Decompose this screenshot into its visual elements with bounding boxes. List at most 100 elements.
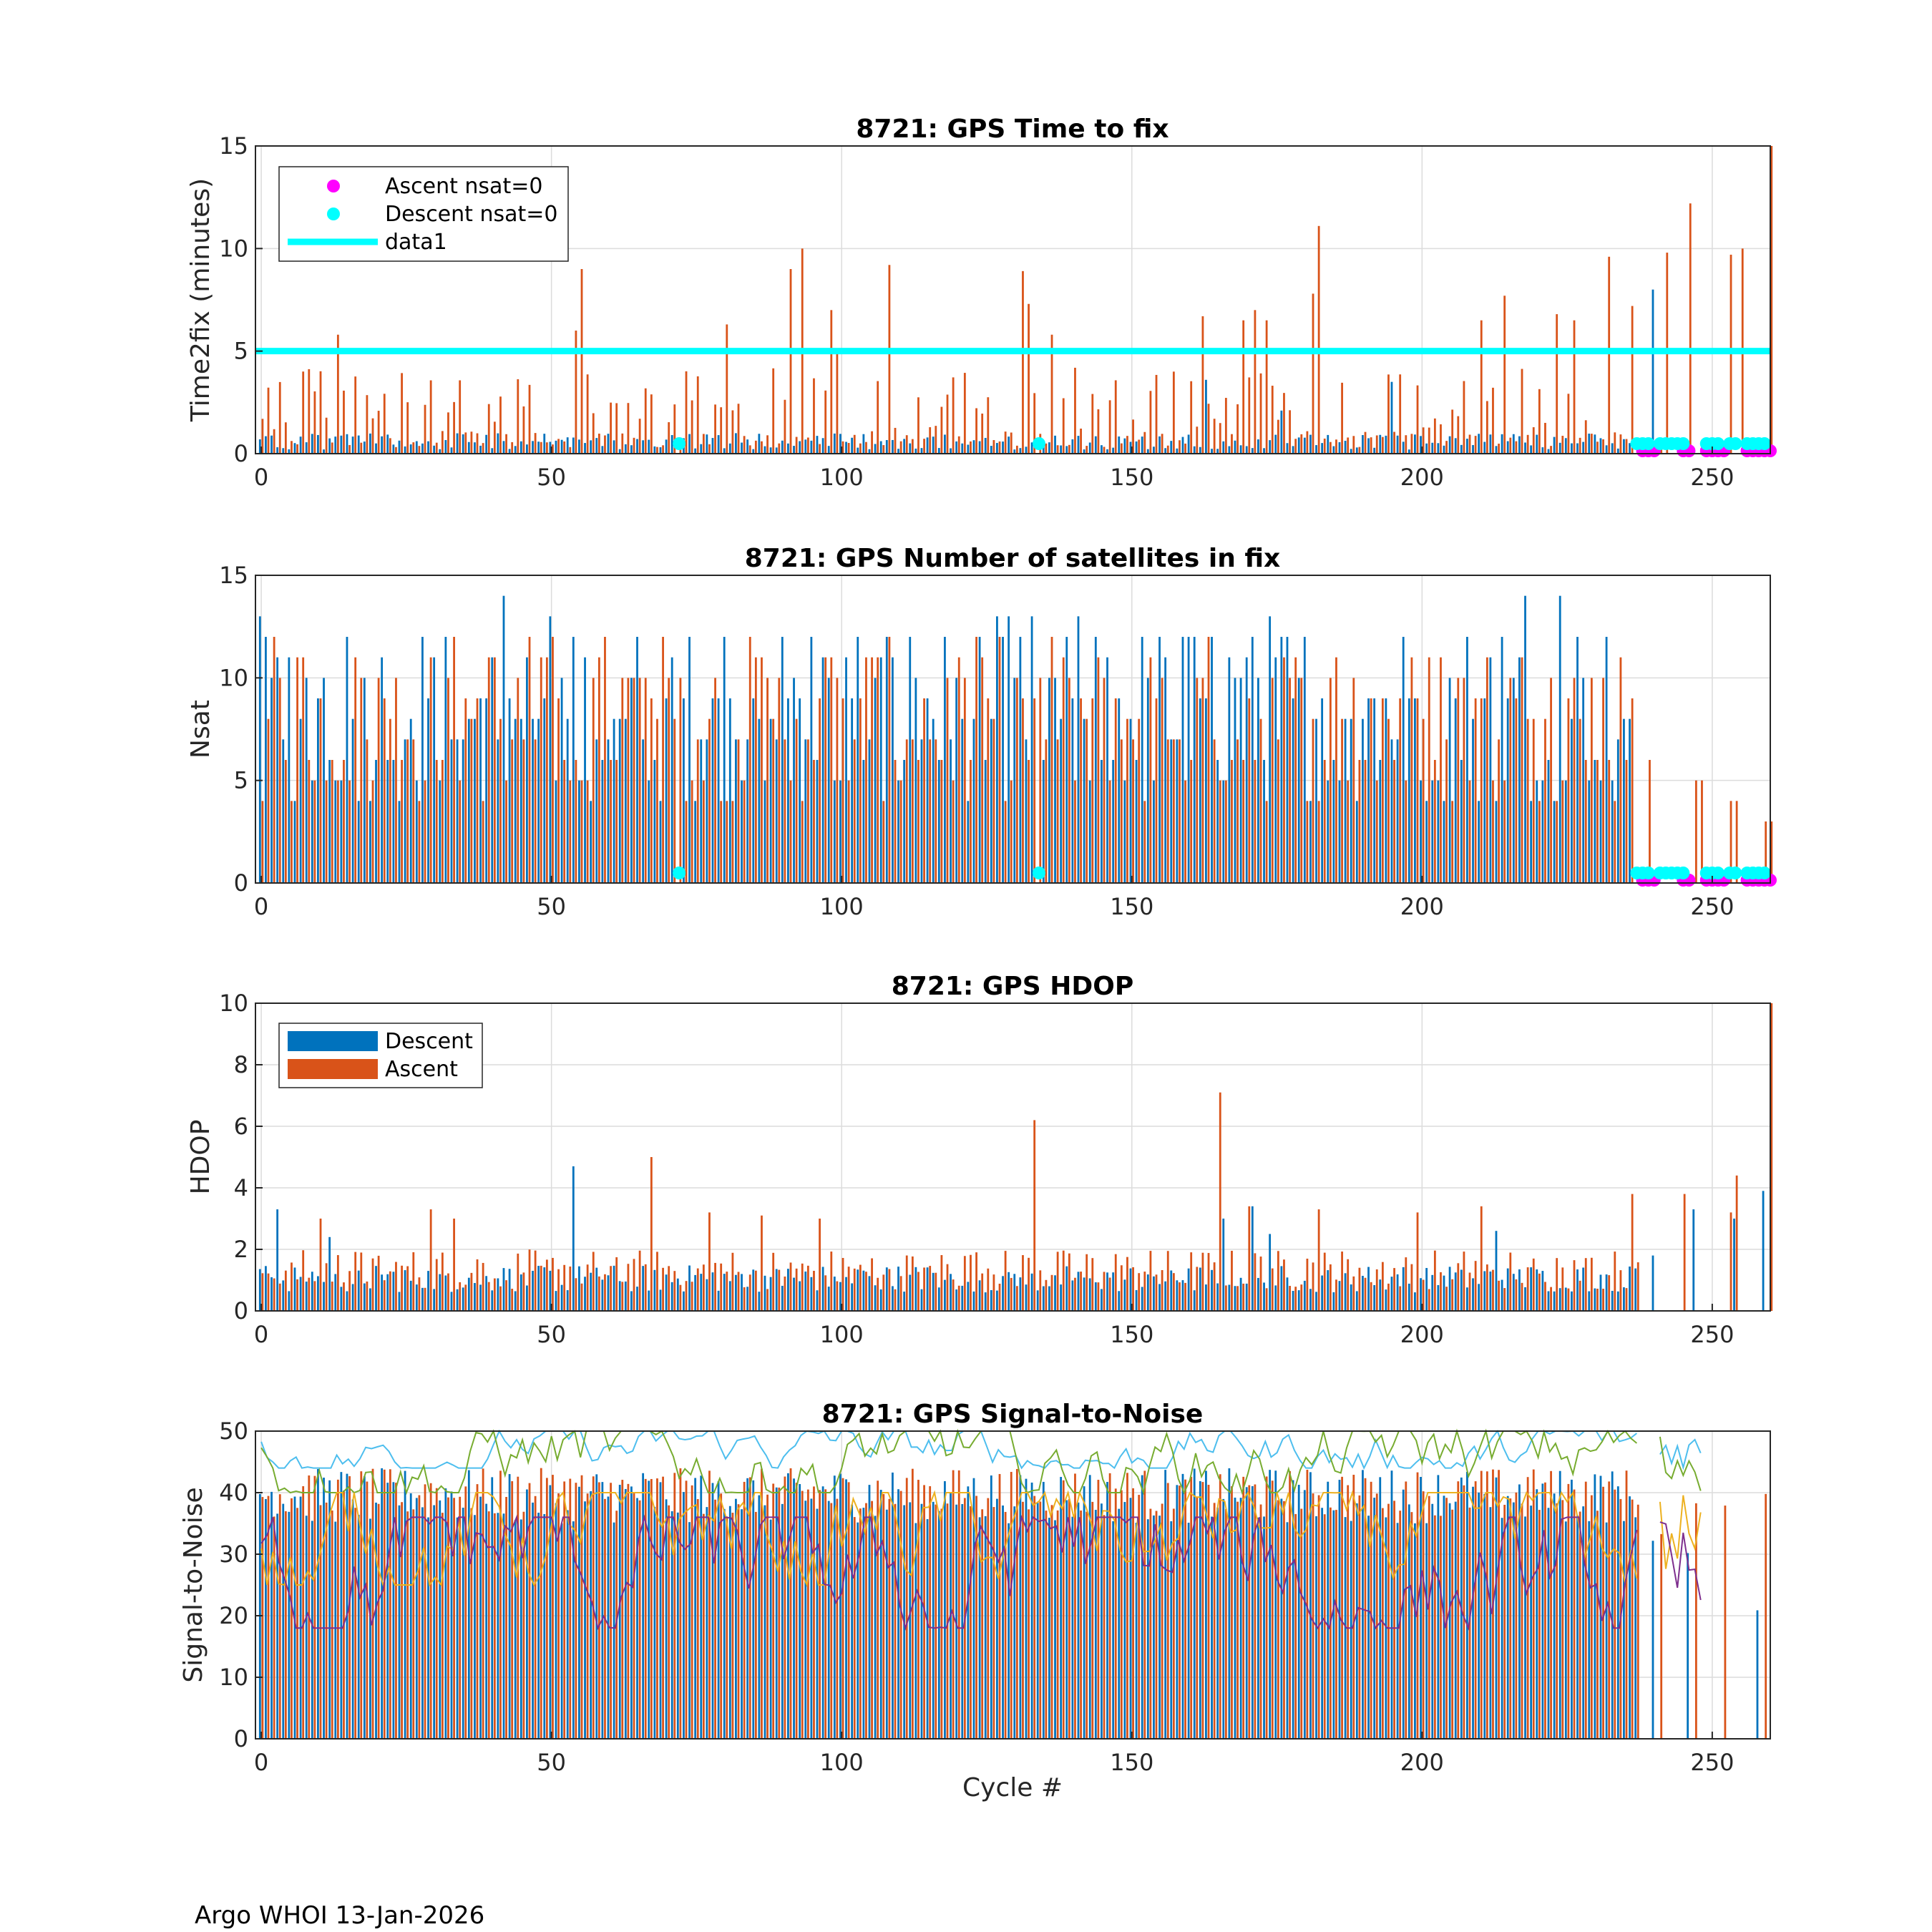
bar-descent xyxy=(265,436,267,454)
x-tick-label: 150 xyxy=(1110,893,1153,920)
bar-ascent xyxy=(302,1485,305,1739)
bar-descent xyxy=(1146,1519,1149,1739)
bar-ascent xyxy=(1485,401,1488,454)
bar-descent xyxy=(1048,678,1050,883)
bar-ascent xyxy=(522,406,525,454)
bar-ascent xyxy=(685,1480,688,1739)
bar-ascent xyxy=(824,1489,827,1739)
bar-ascent xyxy=(1538,801,1541,883)
bar-ascent xyxy=(1190,381,1193,454)
bar-descent xyxy=(950,1274,952,1311)
bar-ascent xyxy=(313,1475,316,1739)
bar-ascent xyxy=(1184,780,1186,883)
bar-descent xyxy=(433,445,436,454)
bar-descent xyxy=(508,449,511,454)
bar-descent xyxy=(914,678,917,883)
bar-descent xyxy=(1338,780,1341,883)
bar-descent xyxy=(1071,698,1074,883)
bar-descent xyxy=(590,1491,592,1739)
bar-ascent xyxy=(1231,1486,1233,1739)
bar-descent xyxy=(601,1279,604,1311)
bar-descent xyxy=(1379,1279,1382,1311)
bar-ascent xyxy=(1474,436,1477,454)
bar-ascent xyxy=(1445,1498,1448,1739)
bar-ascent xyxy=(534,433,537,454)
bar-ascent xyxy=(1422,718,1425,883)
bar-ascent xyxy=(1103,1272,1106,1311)
bar-ascent xyxy=(459,380,462,454)
bar-descent xyxy=(1582,1267,1585,1311)
bar-ascent xyxy=(691,1485,693,1739)
bar-descent xyxy=(1564,780,1567,883)
bar-ascent xyxy=(1352,436,1355,454)
descent-nsat0-marker xyxy=(1033,437,1045,450)
bar-descent xyxy=(474,1515,476,1739)
bar-descent xyxy=(1199,447,1201,454)
bar-ascent xyxy=(1556,801,1558,883)
bar-ascent xyxy=(1410,1264,1413,1311)
bar-descent xyxy=(932,718,935,883)
bar-descent xyxy=(1112,760,1115,883)
bar-ascent xyxy=(1584,760,1587,883)
bar-descent xyxy=(1553,801,1556,883)
bar-descent xyxy=(752,449,755,454)
bar-descent xyxy=(944,1279,946,1311)
bar-ascent xyxy=(1166,1251,1169,1311)
bar-ascent xyxy=(296,1508,298,1739)
bar-ascent xyxy=(1457,1481,1460,1739)
bar-descent xyxy=(758,718,761,883)
bar-ascent xyxy=(1259,373,1262,454)
bar-descent xyxy=(937,1287,940,1311)
bar-descent xyxy=(1402,441,1405,454)
bar-ascent xyxy=(1701,780,1703,883)
bar-ascent xyxy=(1056,739,1059,883)
bar-descent xyxy=(851,698,854,883)
bar-descent xyxy=(1466,637,1468,883)
bar-ascent xyxy=(429,657,432,883)
bar-ascent xyxy=(853,739,856,883)
bar-descent xyxy=(595,1474,598,1739)
bar-ascent xyxy=(1584,420,1587,454)
bar-ascent xyxy=(1405,780,1407,883)
bar-descent xyxy=(1733,1219,1735,1311)
bar-ascent xyxy=(1045,443,1048,454)
bar-descent xyxy=(1042,760,1045,883)
bar-descent xyxy=(1582,678,1585,883)
bar-descent xyxy=(1373,1498,1376,1739)
bar-descent xyxy=(1420,780,1422,883)
bar-descent xyxy=(1420,1278,1422,1311)
bar-ascent xyxy=(1236,404,1239,454)
bar-ascent xyxy=(992,1507,995,1739)
bar-descent xyxy=(1158,436,1161,454)
bar-descent xyxy=(1588,1291,1591,1311)
bar-descent xyxy=(1187,1523,1190,1739)
bar-ascent xyxy=(778,1487,781,1739)
bar-ascent xyxy=(1248,1206,1251,1311)
bar-descent xyxy=(1263,1516,1265,1739)
bar-descent xyxy=(392,444,395,454)
bar-descent xyxy=(311,434,313,454)
bar-ascent xyxy=(1317,801,1320,883)
bar-descent xyxy=(1071,1280,1074,1311)
bar-ascent xyxy=(905,1478,908,1739)
bar-ascent xyxy=(1166,1483,1169,1739)
bar-ascent xyxy=(325,1263,328,1311)
legend: Ascent nsat=0 Descent nsat=0 data1 xyxy=(278,166,569,262)
bar-ascent xyxy=(1399,698,1402,883)
bar-descent xyxy=(857,447,859,454)
bar-ascent xyxy=(1341,382,1343,454)
bar-ascent xyxy=(656,718,658,883)
bar-ascent xyxy=(1608,256,1611,454)
bar-ascent xyxy=(557,1493,560,1739)
bar-ascent xyxy=(737,1272,740,1311)
bar-descent xyxy=(1611,1471,1614,1739)
bar-ascent xyxy=(447,678,449,883)
bar-descent xyxy=(474,718,476,883)
bar-ascent xyxy=(1381,698,1384,883)
bar-descent xyxy=(1571,1291,1573,1311)
bar-ascent xyxy=(1317,1209,1320,1311)
bar-descent xyxy=(369,801,371,883)
bar-ascent xyxy=(1028,303,1030,454)
bar-descent xyxy=(653,760,656,883)
bar-descent xyxy=(845,1479,847,1739)
